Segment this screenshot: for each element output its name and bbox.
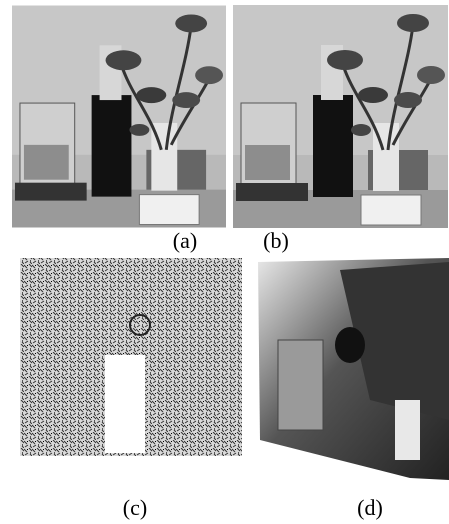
image-c bbox=[20, 258, 242, 456]
panel-label: (c) bbox=[123, 495, 147, 520]
panel-label: (d) bbox=[357, 495, 383, 520]
image-a bbox=[12, 6, 226, 228]
image-d bbox=[258, 258, 449, 480]
panel-label: (a) bbox=[173, 228, 197, 253]
image-b bbox=[233, 5, 448, 228]
figure: (a) (b) (c) (d) bbox=[0, 0, 449, 524]
page: {"panels": [{"label": "(a)"}, {"label": … bbox=[0, 0, 449, 524]
panel-label: (b) bbox=[263, 228, 289, 253]
